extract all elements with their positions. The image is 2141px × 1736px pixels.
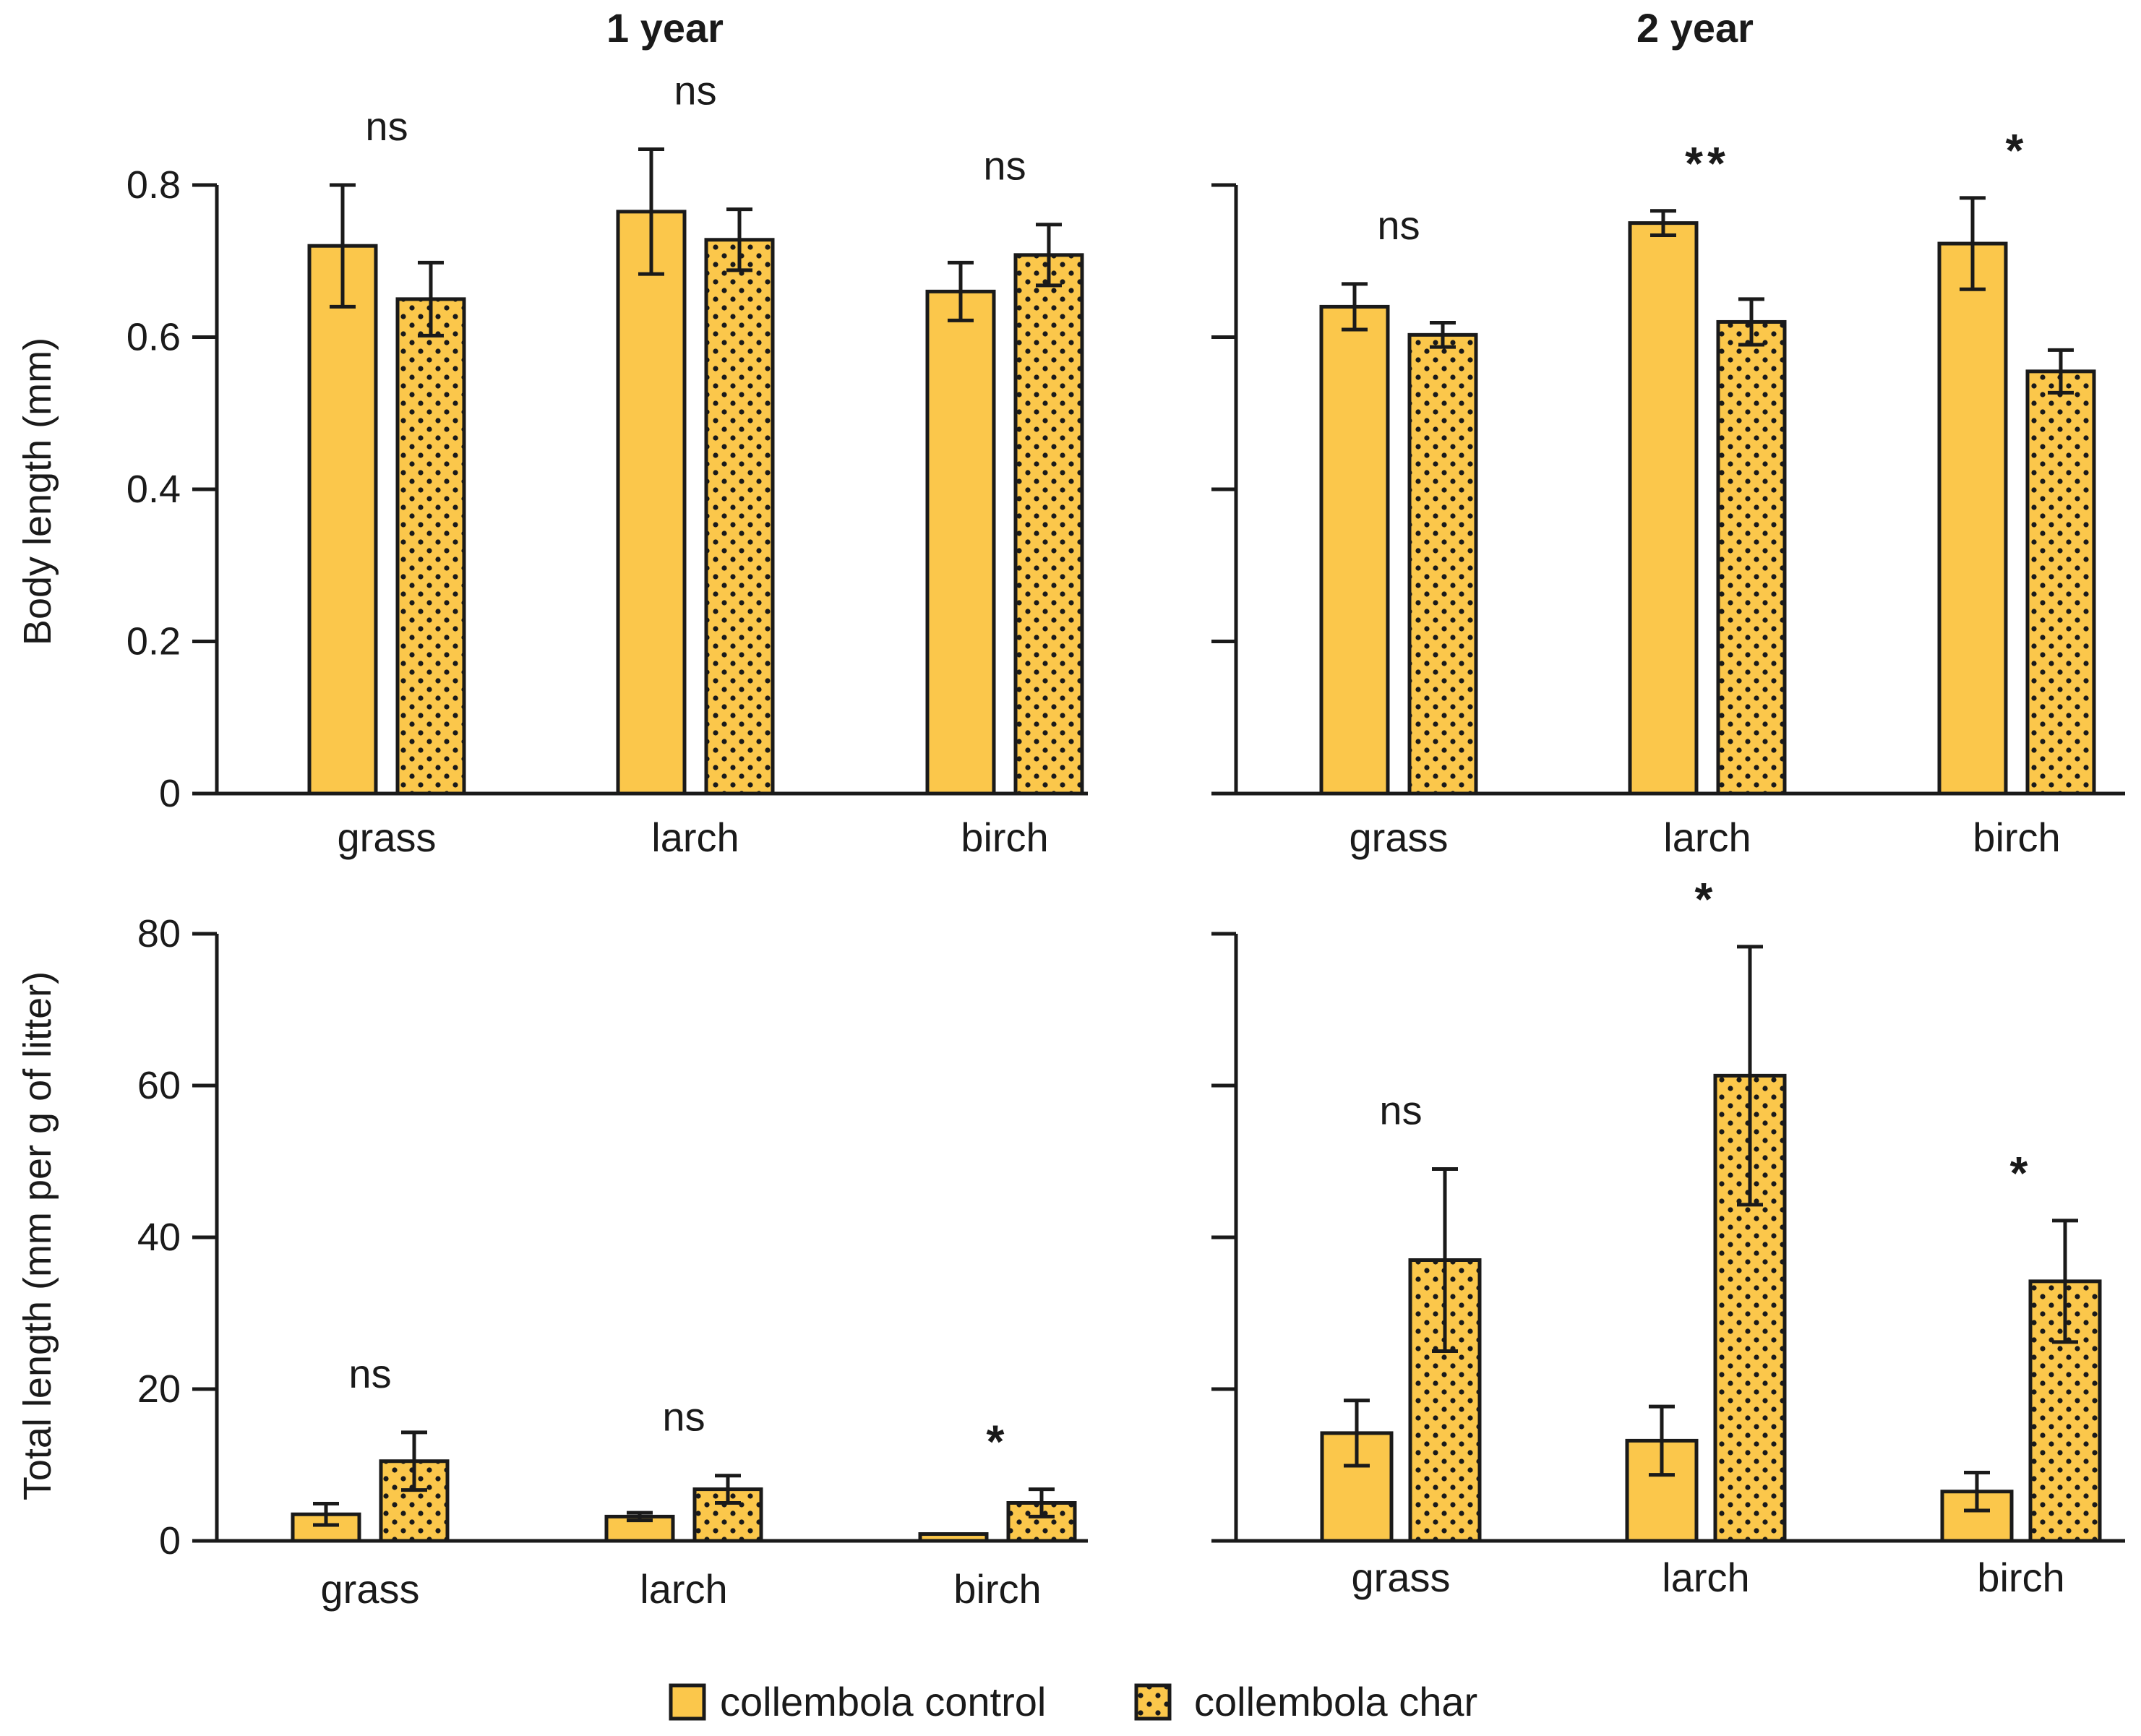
panel-title-2-year: 2 year	[1636, 5, 1754, 51]
y-axis-title-total-length: Total length (mm per g of litter)	[16, 971, 59, 1500]
panel-title-1-year: 1 year	[606, 5, 724, 51]
significance-label-birch: *	[987, 1416, 1009, 1468]
bar-control-grass	[307, 244, 378, 796]
panel-total-length-2-year: grass ns larch * birch *	[1211, 873, 2125, 1600]
y-axis-title-body-length: Body length (mm)	[16, 338, 59, 645]
legend-label-control: collembola control	[720, 1679, 1046, 1724]
bar-char-larch	[704, 238, 775, 796]
significance-label-birch: ns	[983, 143, 1026, 189]
panel-body-length-2-year: grass ns larch ** birch *	[1211, 124, 2125, 860]
y-tick-label: 0.2	[126, 620, 181, 663]
significance-label-grass: ns	[348, 1351, 391, 1396]
bar-char-birch	[1013, 253, 1084, 796]
x-tick-label-larch: larch	[1663, 815, 1751, 860]
x-tick-label-larch: larch	[651, 815, 739, 860]
x-tick-label-grass: grass	[1352, 1555, 1451, 1600]
legend-swatch-char	[1134, 1683, 1172, 1721]
significance-label-grass: ns	[365, 103, 408, 149]
y-tick-label: 0.8	[126, 163, 181, 207]
significance-label-larch: ns	[662, 1394, 705, 1440]
significance-label-grass: ns	[1379, 1088, 1422, 1133]
panel-body-length-1-year: 0 0.2 0.4 0.6 0.8 grass ns larch ns birch ns	[126, 68, 1088, 860]
x-tick-label-birch: birch	[961, 815, 1048, 860]
x-tick-label-larch: larch	[640, 1566, 727, 1612]
bar-control-larch	[1628, 221, 1699, 796]
significance-label-larch: **	[1685, 137, 1730, 189]
significance-label-birch: *	[2006, 124, 2028, 176]
y-tick-label: 20	[137, 1367, 181, 1411]
y-tick-label: 0.6	[126, 316, 181, 359]
y-tick-label: 0	[159, 1519, 181, 1563]
x-tick-label-birch: birch	[1977, 1555, 2064, 1600]
y-tick-label: 0.4	[126, 468, 181, 511]
legend-label-char: collembola char	[1194, 1679, 1477, 1724]
bar-control-larch	[616, 210, 687, 796]
bar-control-birch	[1937, 241, 2008, 796]
legend: collembola control collembola char	[669, 1679, 1477, 1724]
y-tick-label: 80	[137, 912, 181, 955]
significance-label-grass: ns	[1377, 202, 1420, 248]
bar-control-birch	[918, 1532, 989, 1543]
x-tick-label-grass: grass	[321, 1566, 420, 1612]
bar-control-birch	[925, 289, 996, 796]
legend-swatch-control	[669, 1683, 706, 1721]
panel-total-length-1-year: 0 20 40 60 80 grass ns larch ns birch *	[137, 912, 1088, 1612]
x-tick-label-birch: birch	[953, 1566, 1041, 1612]
bar-control-grass	[1319, 304, 1390, 796]
bar-char-grass	[395, 297, 466, 796]
bar-char-birch	[2025, 369, 2096, 796]
y-tick-label: 40	[137, 1216, 181, 1259]
x-tick-label-grass: grass	[1350, 815, 1449, 860]
x-tick-label-birch: birch	[1973, 815, 2060, 860]
significance-label-larch: *	[1695, 873, 1717, 925]
bar-char-larch	[1716, 319, 1787, 796]
x-tick-label-grass: grass	[338, 815, 437, 860]
significance-label-birch: *	[2010, 1147, 2033, 1199]
significance-label-larch: ns	[674, 68, 716, 113]
bar-char-grass	[1407, 332, 1478, 796]
y-tick-label: 60	[137, 1064, 181, 1107]
x-tick-label-larch: larch	[1662, 1555, 1749, 1600]
y-tick-label: 0	[159, 772, 181, 815]
